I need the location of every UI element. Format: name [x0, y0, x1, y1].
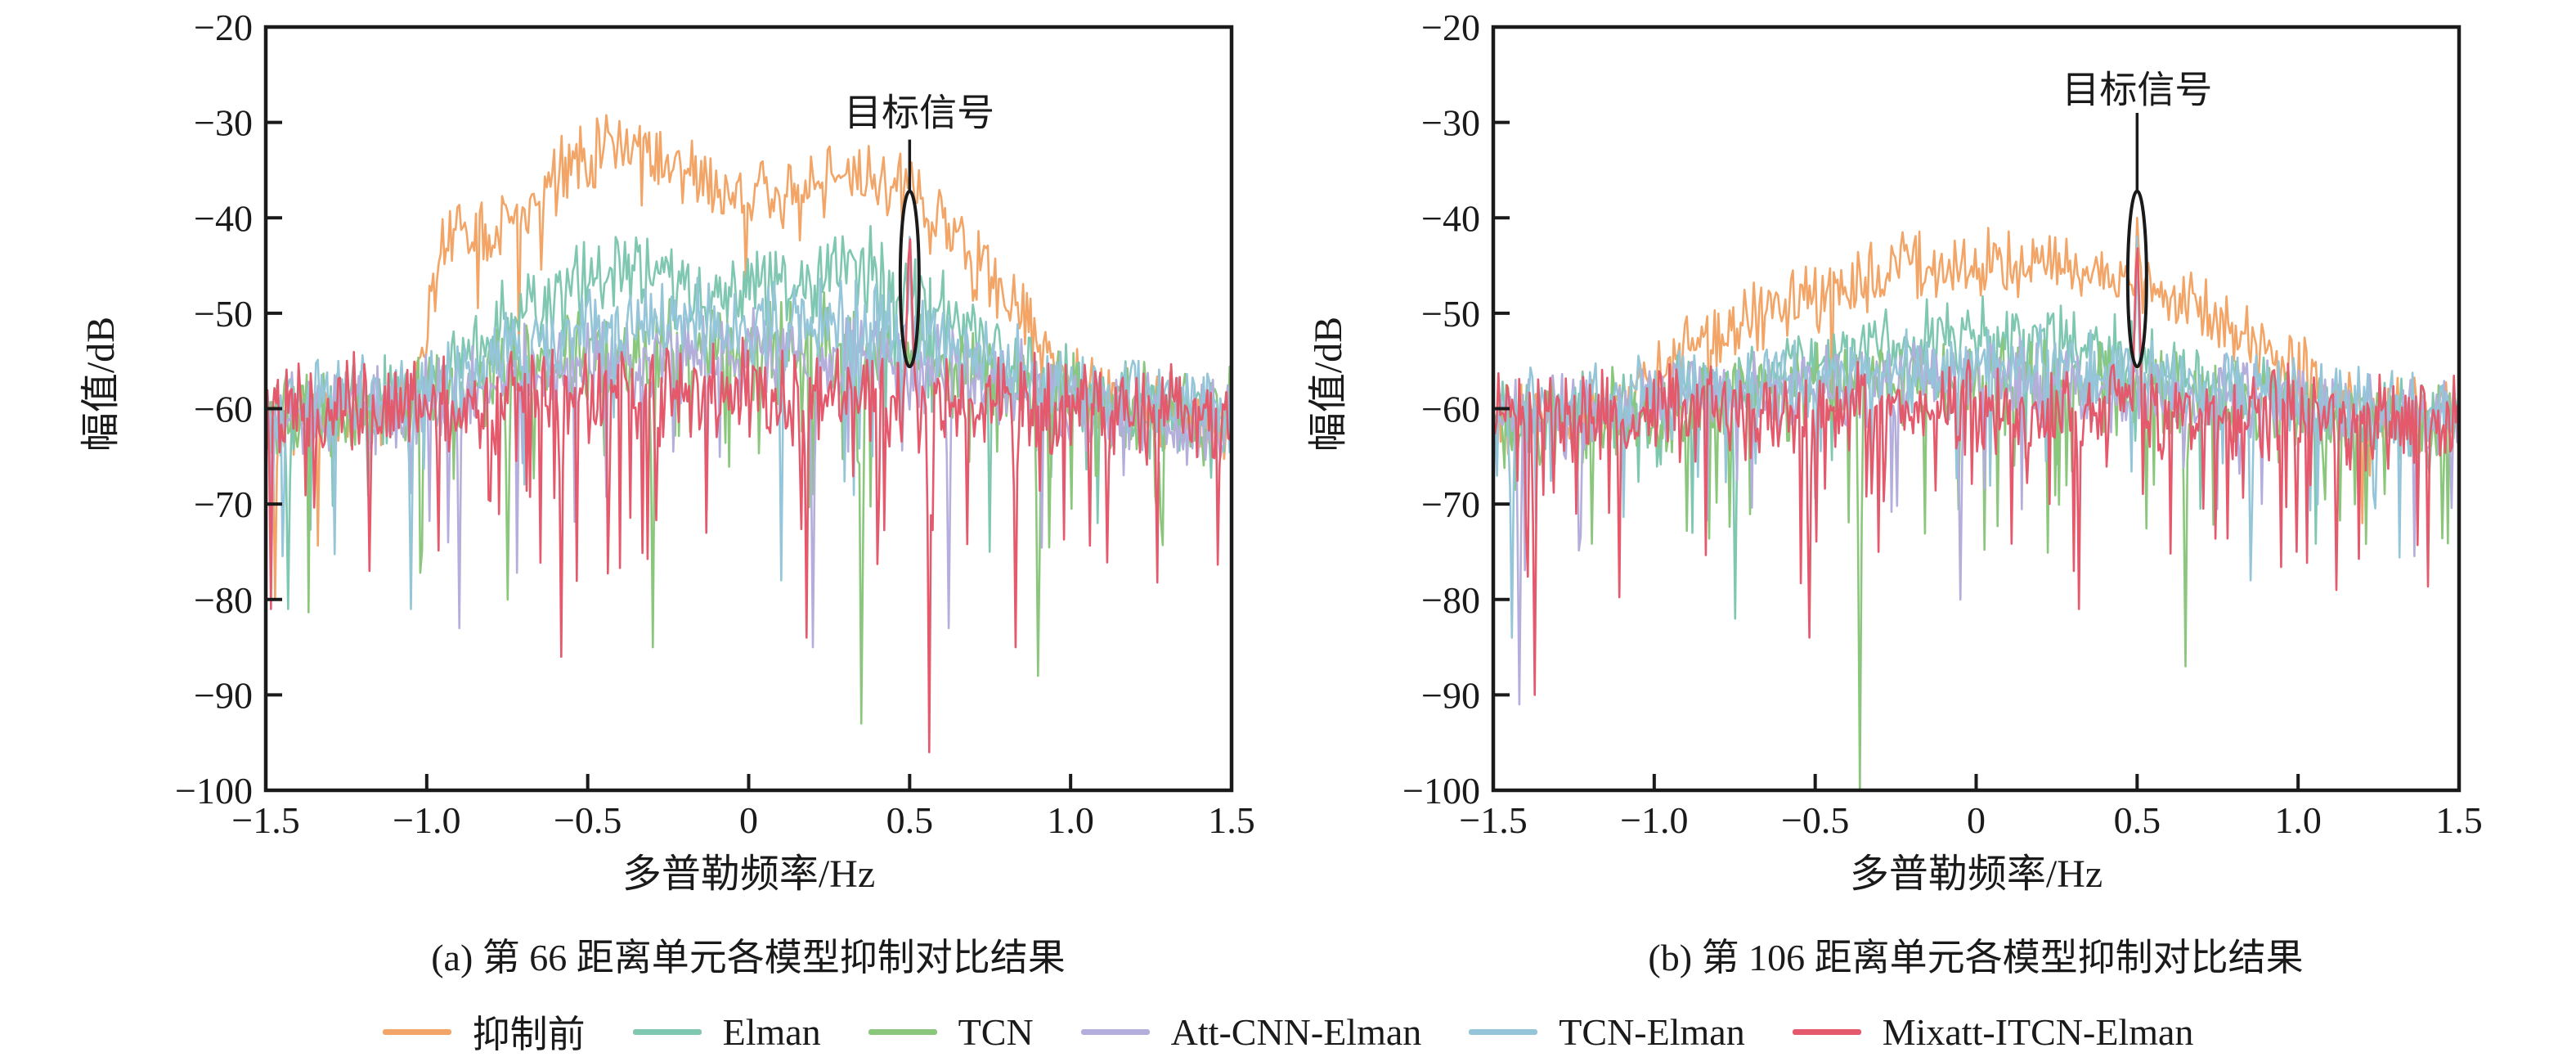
x-tick-label: 1.0	[2274, 799, 2322, 841]
series-group	[1493, 217, 2459, 790]
target-signal-ellipse	[898, 189, 921, 369]
x-tick-label: −0.5	[554, 799, 622, 841]
y-tick-label: −80	[194, 579, 253, 621]
y-tick-label: −50	[1421, 293, 1480, 335]
x-axis-label: 多普勒频率/Hz	[1850, 852, 2103, 896]
y-tick-label: −60	[1421, 389, 1480, 430]
y-tick-label: −100	[175, 770, 253, 812]
series-line-elman	[1493, 295, 2459, 620]
legend-swatch-mixatt-itcn-elman	[1792, 1028, 1861, 1035]
y-tick-label: −80	[1421, 579, 1480, 621]
legend-label-elman: Elman	[722, 1010, 821, 1053]
x-tick-label: −1.0	[393, 799, 460, 841]
legend: 抑制前 Elman TCN Att-CNN-Elman TCN-Elman Mixatt-…	[0, 1005, 2576, 1057]
series-line-mixatt-itcn-elman	[266, 238, 1232, 753]
target-signal-annotation: 目标信号	[2062, 69, 2212, 369]
legend-label-att-cnn-elman: Att-CNN-Elman	[1170, 1010, 1422, 1053]
target-signal-ellipse	[2125, 189, 2148, 369]
target-signal-annotation: 目标信号	[844, 92, 994, 369]
y-tick-label: −100	[1402, 770, 1480, 812]
legend-swatch-elman	[632, 1028, 702, 1035]
y-axis-label: 幅值/dB	[79, 317, 123, 452]
series-line-mixatt-itcn-elman	[1493, 247, 2459, 696]
legend-label-mixatt-itcn-elman: Mixatt-ITCN-Elman	[1882, 1010, 2194, 1053]
x-tick-label: 0.5	[886, 799, 934, 841]
y-tick-label: −90	[194, 674, 253, 716]
x-tick-label: 1.0	[1047, 799, 1094, 841]
y-tick-label: −90	[1421, 674, 1480, 716]
x-tick-label: −1.5	[1459, 799, 1527, 841]
x-tick-label: −1.0	[1620, 799, 1688, 841]
panel-b: −1.5 −1.0 −0.5 0 0.5 1.0 1.5 −20 −30 −40 −50 −60 −70…	[1307, 7, 2483, 896]
legend-label-yizhiqian: 抑制前	[472, 1014, 586, 1055]
legend-swatch-tcn	[868, 1028, 937, 1035]
x-axis-label: 多普勒频率/Hz	[622, 852, 875, 896]
legend-swatch-yizhiqian	[382, 1028, 451, 1035]
y-tick-label: −70	[1421, 484, 1480, 525]
y-tick-label: −50	[194, 293, 253, 335]
legend-item-mixatt-itcn-elman: Mixatt-ITCN-Elman	[1792, 1010, 2194, 1054]
y-tick-label: −60	[194, 389, 253, 430]
x-tick-label: −1.5	[231, 799, 299, 841]
legend-label-tcn-elman: TCN-Elman	[1559, 1010, 1745, 1053]
x-tick-label: 0.5	[2114, 799, 2161, 841]
legend-item-tcn: TCN	[868, 1010, 1034, 1054]
spectrum-charts-canvas: −1.5 −1.0 −0.5 0 0.5 1.0 1.5 −20 −30 −40 −50 −60 −70…	[79, 7, 2483, 896]
target-signal-label: 目标信号	[2062, 69, 2212, 110]
y-tick-label: −20	[1421, 7, 1480, 48]
legend-item-att-cnn-elman: Att-CNN-Elman	[1080, 1010, 1422, 1054]
y-tick-label: −30	[1421, 102, 1480, 144]
series-line-tcn-elman	[266, 236, 1232, 610]
legend-item-yizhiqian: 抑制前	[382, 1005, 586, 1057]
panel-a: −1.5 −1.0 −0.5 0 0.5 1.0 1.5 −20 −30 −40 −50 −60 −70…	[79, 7, 1255, 896]
x-tick-label: 1.5	[1208, 799, 1255, 841]
y-tick-label: −20	[194, 7, 253, 48]
x-tick-label: −0.5	[1781, 799, 1849, 841]
legend-swatch-att-cnn-elman	[1080, 1028, 1150, 1035]
x-tick-label: 0	[1967, 799, 1986, 841]
y-tick-label: −40	[1421, 197, 1480, 239]
x-tick-label: 0	[739, 799, 758, 841]
y-tick-label: −30	[194, 102, 253, 144]
y-tick-label: −40	[194, 197, 253, 239]
y-tick-label: −70	[194, 484, 253, 525]
legend-label-tcn: TCN	[958, 1010, 1034, 1053]
legend-item-tcn-elman: TCN-Elman	[1469, 1010, 1745, 1054]
y-axis-label: 幅值/dB	[1307, 317, 1350, 452]
target-signal-label: 目标信号	[844, 92, 994, 133]
x-tick-label: 1.5	[2435, 799, 2483, 841]
caption-panel-b: (b) 第 106 距离单元各模型抑制对比结果	[1648, 937, 2304, 978]
legend-swatch-tcn-elman	[1469, 1028, 1538, 1035]
caption-panel-a: (a) 第 66 距离单元各模型抑制对比结果	[431, 937, 1066, 978]
series-group	[266, 114, 1232, 753]
legend-item-elman: Elman	[632, 1010, 821, 1054]
